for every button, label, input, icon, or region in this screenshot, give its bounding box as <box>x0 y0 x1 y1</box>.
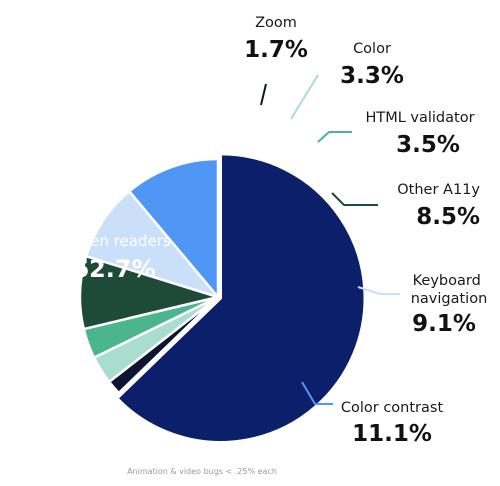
leader-line-keyboard-navigation <box>357 286 400 295</box>
leader-line-color-contrast <box>301 381 333 405</box>
pie-slice-screen-readers <box>116 152 366 444</box>
slice-label-keyboard-navigation: Keyboard navigation <box>411 273 488 307</box>
slice-value-keyboard-navigation: 9.1% <box>412 311 476 337</box>
slice-label-html-validator: HTML validator <box>365 110 474 126</box>
pie-slices <box>78 152 366 444</box>
leader-lines <box>260 74 400 405</box>
slice-value-color: 3.3% <box>340 63 404 89</box>
slice-value-zoom: 1.7% <box>244 37 308 63</box>
pie-slice-color-contrast <box>128 157 220 299</box>
slice-label-color-contrast: Color contrast <box>341 400 444 416</box>
leader-line-html-validator <box>317 131 352 143</box>
slice-value-screen-readers: 62.7% <box>72 255 155 283</box>
slice-label-screen-readers: Screen readers <box>57 232 171 250</box>
slice-value-color-contrast: 11.1% <box>352 421 432 447</box>
leader-line-color <box>290 74 319 120</box>
chart-footnote: Animation & video bugs < .25% each <box>127 467 277 476</box>
slice-label-other-a11y: Other A11y <box>397 182 480 198</box>
slice-label-color: Color <box>353 41 391 57</box>
slice-value-other-a11y: 8.5% <box>416 204 480 230</box>
leader-line-zoom <box>260 83 267 106</box>
pie-slice-keyboard-navigation <box>84 190 220 299</box>
slice-label-zoom: Zoom <box>255 15 297 31</box>
leader-line-other-a11y <box>331 192 378 206</box>
slice-value-html-validator: 3.5% <box>396 132 460 158</box>
